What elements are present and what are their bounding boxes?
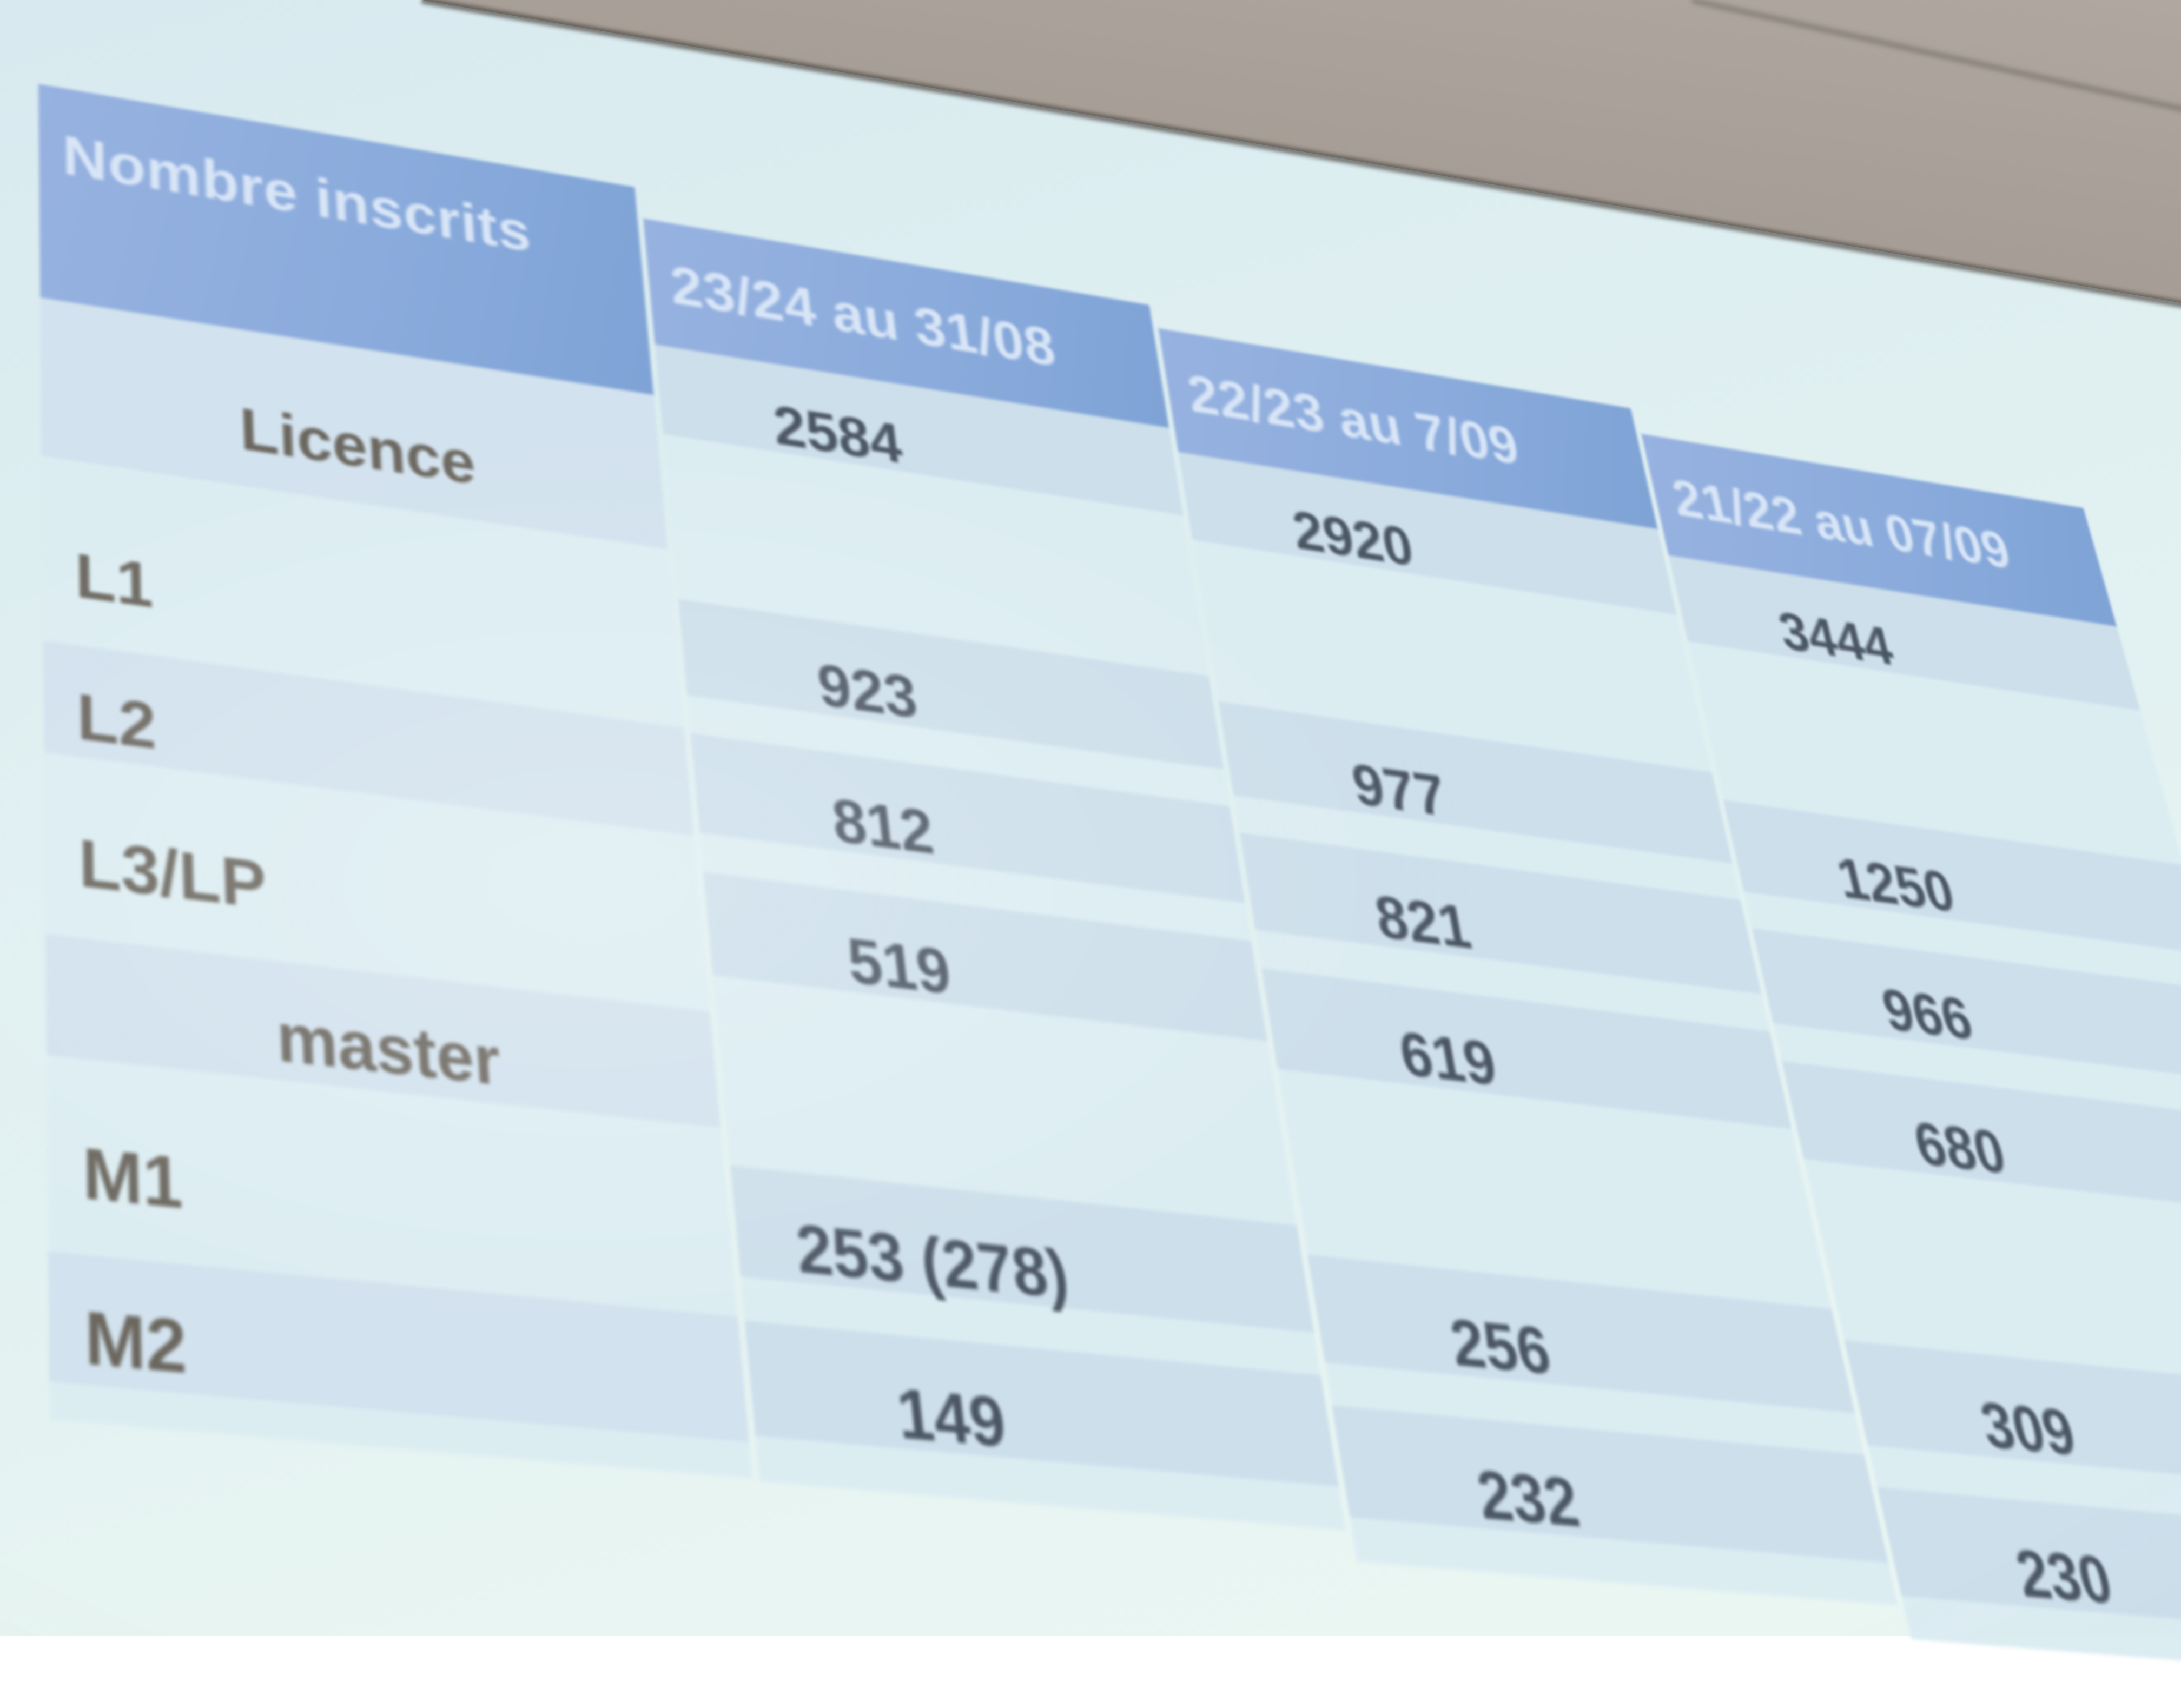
value-l1-2223: 977 bbox=[1224, 737, 1571, 842]
value-m2-2122: 230 bbox=[1886, 1529, 2181, 1624]
row-label-l2: L2 bbox=[43, 680, 157, 759]
value-m1-2324: 253 (278) bbox=[735, 1208, 1129, 1315]
value-l3lp-2223: 619 bbox=[1267, 1007, 1625, 1110]
value-master-2122 bbox=[1828, 1268, 2155, 1303]
row-label-licence: Licence bbox=[41, 368, 665, 522]
row-label-m2: M2 bbox=[49, 1297, 188, 1385]
value-m2-2324: 149 bbox=[749, 1365, 1151, 1471]
row-label-m1: M1 bbox=[47, 1134, 183, 1220]
value-master-2324 bbox=[723, 1090, 1103, 1133]
value-l2-2122: 966 bbox=[1760, 965, 2092, 1064]
value-m1-2122: 309 bbox=[1853, 1380, 2181, 1477]
value-licence-2324: 2584 bbox=[658, 379, 1014, 489]
value-m2-2223: 232 bbox=[1339, 1448, 1715, 1548]
value-l2-2223: 821 bbox=[1246, 870, 1598, 974]
header-label: 22/23 au 7/09 bbox=[1184, 367, 1524, 474]
value-m1-2223: 256 bbox=[1314, 1296, 1683, 1398]
header-label: Nombre inscrits bbox=[62, 127, 533, 260]
value-licence-2122: 3444 bbox=[1676, 588, 1993, 689]
value-l3lp-2122: 680 bbox=[1790, 1098, 2126, 1196]
value-cell-m2-2122: 230 bbox=[1877, 1487, 2181, 1678]
row-label-l3lp: L3/LP bbox=[44, 825, 267, 919]
value-l2-2324: 812 bbox=[694, 771, 1069, 881]
value-l1-2122: 1250 bbox=[1731, 835, 2058, 935]
header-label: 21/22 au 07/09 bbox=[1668, 471, 2016, 577]
value-l1-2324: 923 bbox=[682, 636, 1050, 746]
row-label-l1: L1 bbox=[42, 539, 154, 617]
value-licence-2223: 2920 bbox=[1184, 486, 1519, 591]
value-l3lp-2324: 519 bbox=[707, 911, 1088, 1020]
value-master-2223 bbox=[1296, 1181, 1647, 1219]
